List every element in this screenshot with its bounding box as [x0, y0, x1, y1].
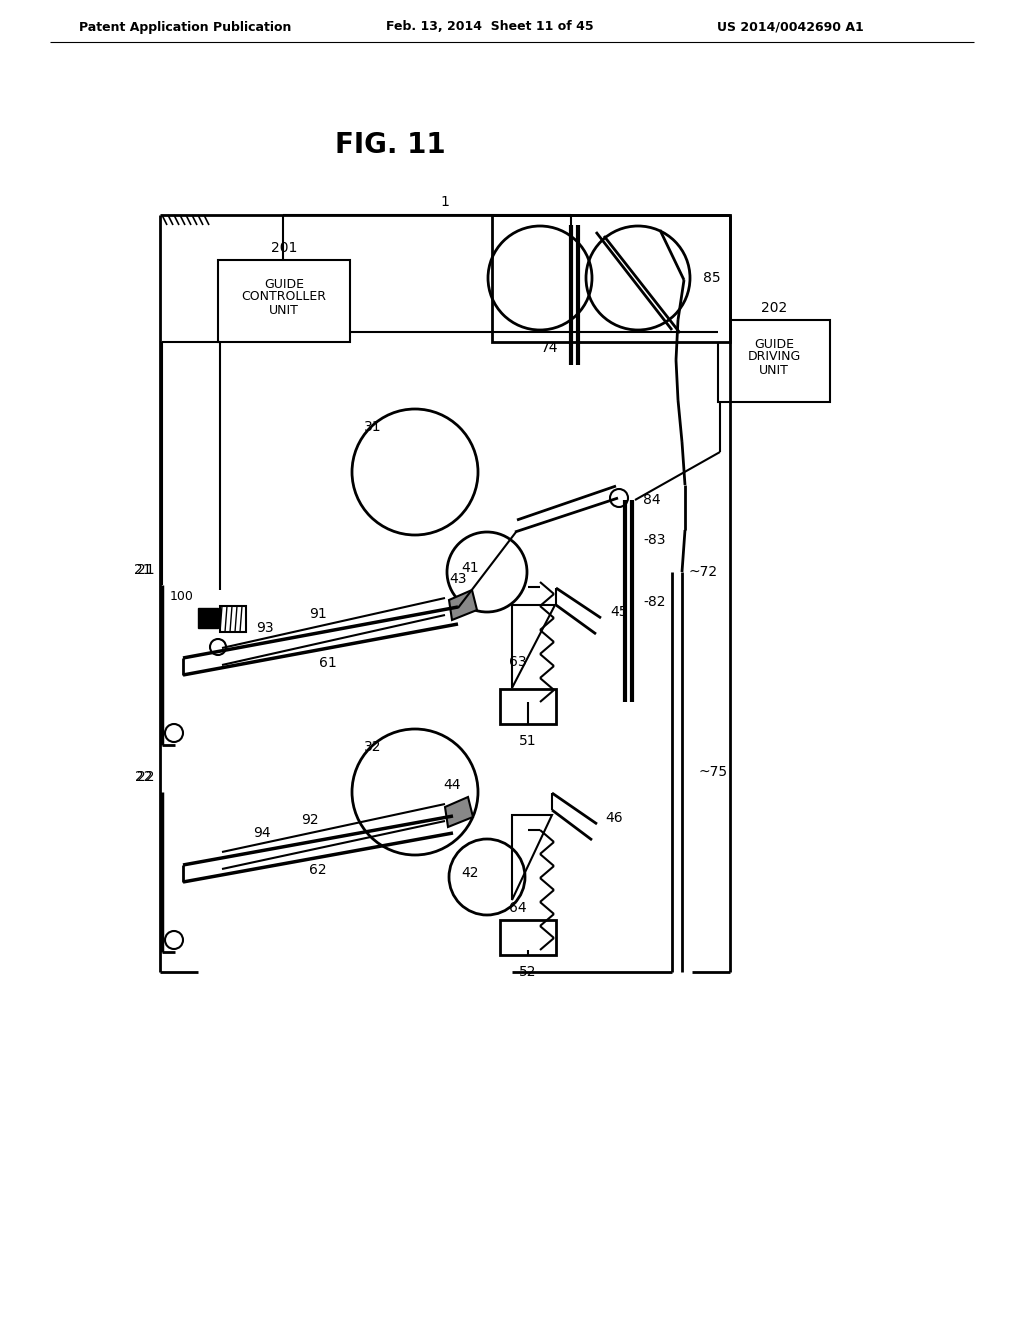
Text: GUIDE: GUIDE	[754, 338, 794, 351]
Bar	[500, 689, 556, 723]
Text: 44: 44	[443, 777, 461, 792]
Text: 94: 94	[253, 826, 270, 840]
Polygon shape	[445, 797, 473, 828]
Text: 22: 22	[137, 770, 155, 784]
Text: 202: 202	[761, 301, 787, 315]
Text: GUIDE: GUIDE	[264, 279, 304, 292]
Text: 32: 32	[365, 741, 382, 754]
Text: -83: -83	[643, 533, 666, 546]
Bar	[218, 260, 350, 342]
Text: UNIT: UNIT	[759, 364, 788, 378]
Text: 100: 100	[170, 590, 194, 602]
Text: 1: 1	[440, 195, 450, 209]
Text: 46: 46	[605, 810, 623, 825]
Text: Feb. 13, 2014  Sheet 11 of 45: Feb. 13, 2014 Sheet 11 of 45	[386, 21, 594, 33]
Text: ~75: ~75	[698, 766, 727, 779]
Text: 201: 201	[270, 242, 297, 255]
Text: CONTROLLER: CONTROLLER	[242, 290, 327, 304]
Bar	[220, 606, 246, 632]
Text: US 2014/0042690 A1: US 2014/0042690 A1	[717, 21, 863, 33]
Bar	[500, 920, 556, 954]
Text: 85: 85	[703, 271, 721, 285]
Text: 61: 61	[319, 656, 337, 671]
Text: 31: 31	[365, 420, 382, 434]
Text: 21: 21	[134, 564, 152, 577]
Bar	[492, 215, 730, 342]
Text: 52: 52	[519, 965, 537, 979]
Text: -82: -82	[643, 595, 666, 609]
Text: DRIVING: DRIVING	[748, 351, 801, 363]
Text: 84: 84	[643, 492, 660, 507]
Text: ~72: ~72	[688, 565, 717, 579]
Text: 45: 45	[610, 605, 628, 619]
Text: 42: 42	[461, 866, 479, 880]
Text: FIG. 11: FIG. 11	[335, 131, 445, 158]
Text: 93: 93	[256, 620, 273, 635]
Text: 21: 21	[137, 564, 155, 577]
Text: Patent Application Publication: Patent Application Publication	[79, 21, 291, 33]
Bar	[718, 319, 830, 403]
Bar	[198, 609, 218, 628]
Text: UNIT: UNIT	[269, 305, 299, 318]
Text: 43: 43	[450, 572, 467, 586]
Text: 63: 63	[509, 655, 527, 669]
Text: 62: 62	[309, 863, 327, 876]
Text: 64: 64	[509, 902, 527, 915]
Text: 51: 51	[519, 734, 537, 748]
Text: 74: 74	[541, 341, 558, 355]
Polygon shape	[449, 590, 477, 620]
Text: 41: 41	[461, 561, 479, 576]
Text: 92: 92	[301, 813, 318, 828]
Text: 91: 91	[309, 607, 327, 620]
Text: 22: 22	[134, 770, 152, 784]
